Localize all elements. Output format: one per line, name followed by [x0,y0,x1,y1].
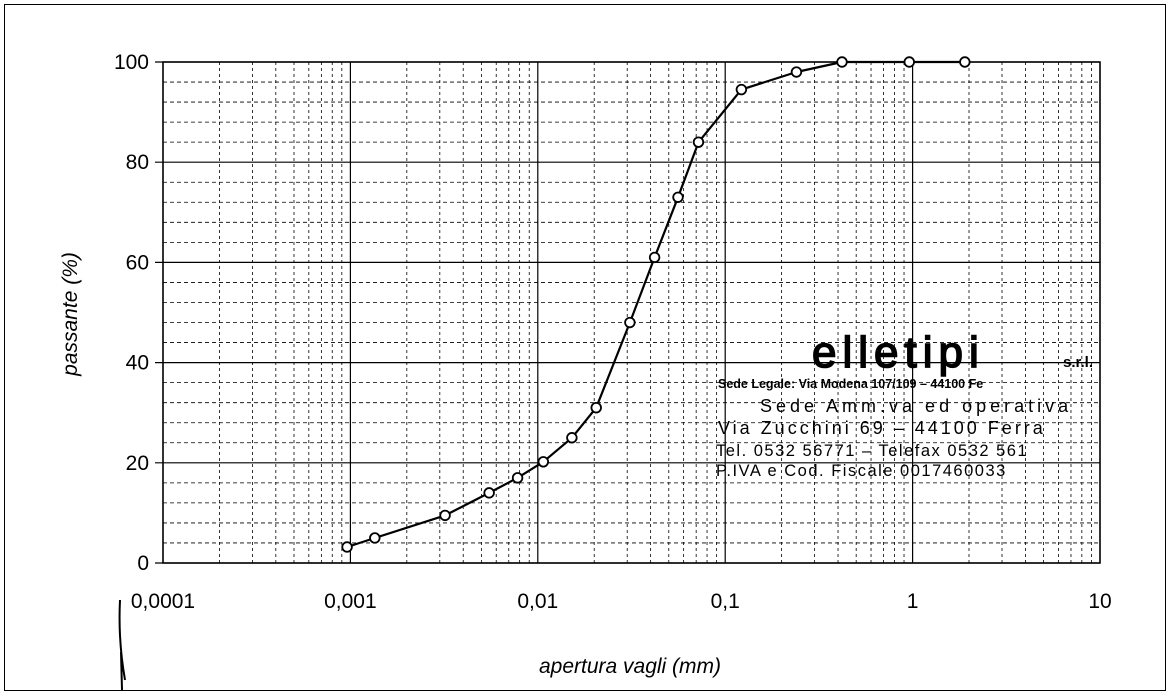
data-point [648,251,661,264]
stamp-line-3: Via Zucchini 69 – 44100 Ferra [718,418,1046,438]
stamp-company-name: elletipi [812,328,985,377]
y-axis-title: passante (%) [59,252,82,377]
stamp-line-5: P.IVA e Cod. Fiscale 0017460033 [716,462,1007,480]
plot-border [162,61,1101,564]
stamp-line-4: Tel. 0532 56771 – Telefax 0532 561 [716,442,1028,460]
y-tick-labels: 0 20 40 60 80 100 [114,51,149,575]
data-point [692,136,705,148]
data-point [903,56,915,68]
y-tick-label: 60 [126,251,149,274]
y-tick-label: 40 [126,352,149,375]
x-tick-labels: 0,0001 0,001 0,01 0,1 1 10 [131,590,1112,613]
stamp-company-suffix: s.r.l. [1063,354,1093,371]
y-tick-label: 20 [126,452,149,475]
data-point [566,432,578,444]
minor-grid [163,62,1100,563]
data-point [672,191,684,203]
x-tick-label: 0,0001 [131,590,195,613]
x-tick-label: 1 [907,590,919,613]
y-tick-label: 100 [114,51,149,74]
y-tick-label: 80 [126,151,149,174]
x-tick-label: 0,1 [711,590,740,613]
data-point [369,532,381,544]
x-axis-title: apertura vagli (mm) [539,655,721,678]
data-point [624,316,636,329]
company-stamp: elletipi s.r.l. Sede Legale: Via Modena … [716,327,1093,480]
y-tick-label: 0 [137,552,149,575]
stamp-line-1: Sede Legale: Via Modena 107/109 – 44100 … [718,377,983,391]
stamp-line-2: Sede Amm.va ed operativa [760,396,1072,416]
data-point [439,509,451,522]
x-tick-label: 0,01 [517,590,558,613]
chart-frame [4,4,1166,691]
data-point [735,83,748,96]
x-tick-label: 10 [1088,590,1111,613]
series-passante [341,56,971,553]
data-point [483,487,495,499]
data-point [836,56,848,68]
hand-mark [118,599,126,691]
data-point [341,541,353,553]
x-tick-label: 0,001 [324,590,377,613]
data-point [590,401,602,414]
data-point [511,472,524,484]
data-point [790,66,803,78]
data-point [537,456,550,468]
data-point [959,56,971,68]
major-grid [155,61,1101,564]
